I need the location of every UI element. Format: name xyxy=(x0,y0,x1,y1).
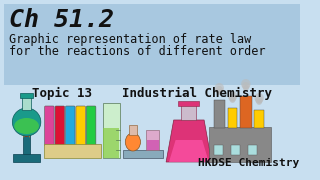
FancyBboxPatch shape xyxy=(77,130,84,145)
FancyBboxPatch shape xyxy=(103,128,119,158)
FancyBboxPatch shape xyxy=(44,106,54,146)
FancyBboxPatch shape xyxy=(13,154,40,162)
FancyBboxPatch shape xyxy=(181,105,196,120)
Ellipse shape xyxy=(256,99,262,105)
FancyBboxPatch shape xyxy=(146,130,159,150)
FancyBboxPatch shape xyxy=(4,4,300,85)
Ellipse shape xyxy=(229,94,236,102)
FancyBboxPatch shape xyxy=(129,125,137,135)
FancyBboxPatch shape xyxy=(254,110,264,128)
FancyBboxPatch shape xyxy=(56,130,63,145)
Ellipse shape xyxy=(216,89,222,95)
FancyBboxPatch shape xyxy=(102,103,120,158)
Text: for the reactions of different order: for the reactions of different order xyxy=(10,45,266,58)
FancyBboxPatch shape xyxy=(22,96,31,110)
Text: Topic 13    Industrial Chemistry: Topic 13 Industrial Chemistry xyxy=(32,87,272,100)
Ellipse shape xyxy=(243,85,249,91)
Ellipse shape xyxy=(215,86,223,94)
FancyBboxPatch shape xyxy=(248,145,257,155)
Ellipse shape xyxy=(254,93,264,103)
Text: Graphic representation of rate law: Graphic representation of rate law xyxy=(10,33,252,46)
Ellipse shape xyxy=(228,91,237,101)
FancyBboxPatch shape xyxy=(209,127,270,162)
Text: HKDSE Chemistry: HKDSE Chemistry xyxy=(198,158,299,168)
FancyBboxPatch shape xyxy=(23,129,30,154)
FancyBboxPatch shape xyxy=(66,106,75,146)
FancyBboxPatch shape xyxy=(228,108,237,128)
FancyBboxPatch shape xyxy=(67,130,74,145)
Polygon shape xyxy=(169,140,209,162)
Ellipse shape xyxy=(12,108,41,136)
FancyBboxPatch shape xyxy=(46,130,53,145)
FancyBboxPatch shape xyxy=(44,144,100,158)
FancyBboxPatch shape xyxy=(213,145,223,155)
FancyBboxPatch shape xyxy=(55,106,65,146)
Ellipse shape xyxy=(230,97,236,103)
Ellipse shape xyxy=(241,79,251,89)
Ellipse shape xyxy=(242,82,250,90)
FancyBboxPatch shape xyxy=(231,145,240,155)
Ellipse shape xyxy=(125,133,140,151)
Ellipse shape xyxy=(14,118,39,134)
FancyBboxPatch shape xyxy=(213,100,225,128)
FancyBboxPatch shape xyxy=(76,106,85,146)
FancyBboxPatch shape xyxy=(88,130,94,145)
Ellipse shape xyxy=(214,83,224,93)
Ellipse shape xyxy=(255,96,263,104)
FancyBboxPatch shape xyxy=(179,101,199,106)
Text: Ch 51.2: Ch 51.2 xyxy=(10,8,115,32)
FancyBboxPatch shape xyxy=(86,106,96,146)
Ellipse shape xyxy=(24,131,29,137)
FancyBboxPatch shape xyxy=(124,150,163,158)
Polygon shape xyxy=(20,127,33,138)
Polygon shape xyxy=(166,120,212,162)
FancyBboxPatch shape xyxy=(240,96,252,128)
FancyBboxPatch shape xyxy=(147,140,158,150)
FancyBboxPatch shape xyxy=(20,93,33,98)
Ellipse shape xyxy=(23,128,30,136)
